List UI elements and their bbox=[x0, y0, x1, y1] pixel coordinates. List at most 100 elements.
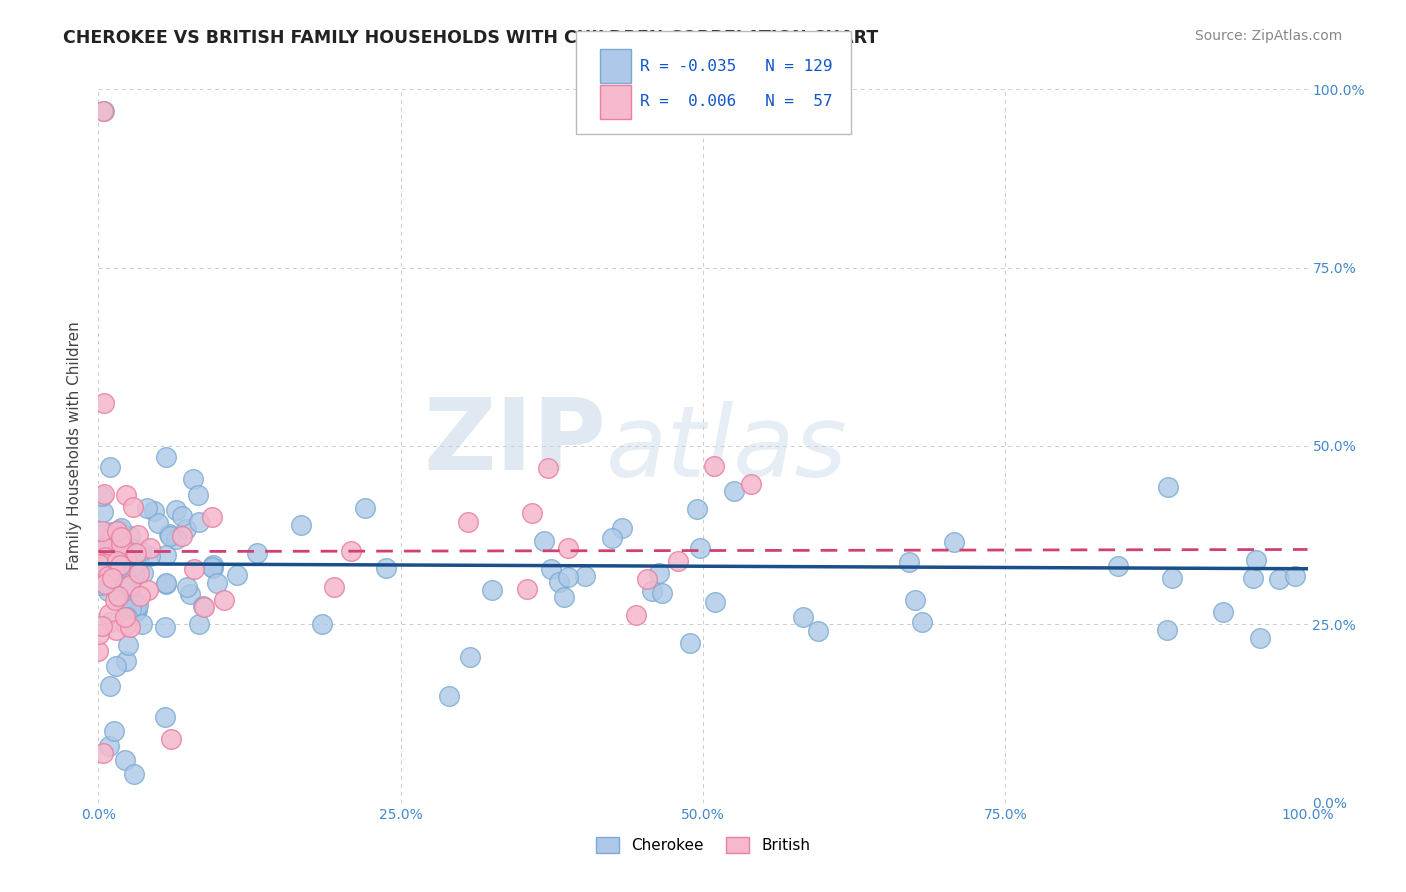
Point bbox=[114, 581, 136, 595]
Point bbox=[188, 616, 211, 631]
Point bbox=[323, 580, 346, 594]
Point bbox=[139, 549, 162, 563]
Point bbox=[89, 527, 111, 541]
Point bbox=[686, 501, 709, 516]
Point bbox=[290, 517, 312, 532]
Point bbox=[122, 767, 145, 781]
Point bbox=[91, 556, 114, 570]
Point bbox=[120, 602, 142, 616]
Point bbox=[689, 541, 711, 555]
Point bbox=[91, 746, 114, 760]
Point bbox=[246, 545, 269, 559]
Point bbox=[1157, 480, 1180, 494]
Point bbox=[94, 551, 117, 566]
Point bbox=[125, 546, 148, 560]
Text: R =  0.006   N =  57: R = 0.006 N = 57 bbox=[640, 95, 832, 109]
Point bbox=[93, 486, 115, 500]
Point bbox=[90, 618, 112, 632]
Legend: Cherokee, British: Cherokee, British bbox=[589, 831, 817, 859]
Point bbox=[105, 623, 128, 637]
Point bbox=[115, 568, 138, 582]
Point bbox=[120, 541, 142, 555]
Point bbox=[93, 532, 115, 546]
Point bbox=[121, 570, 143, 584]
Point bbox=[155, 549, 177, 563]
Point bbox=[110, 531, 132, 545]
Point bbox=[87, 644, 110, 658]
Point bbox=[547, 575, 569, 590]
Point bbox=[704, 595, 727, 609]
Point bbox=[1241, 571, 1264, 585]
Point bbox=[94, 541, 117, 555]
Point bbox=[105, 553, 128, 567]
Point bbox=[87, 558, 110, 572]
Point bbox=[640, 584, 662, 599]
Point bbox=[120, 578, 142, 592]
Point bbox=[118, 529, 141, 543]
Point bbox=[118, 620, 141, 634]
Point bbox=[159, 529, 181, 543]
Point bbox=[553, 591, 575, 605]
Point bbox=[125, 595, 148, 609]
Point bbox=[225, 568, 247, 582]
Point bbox=[105, 658, 128, 673]
Point bbox=[160, 731, 183, 746]
Point bbox=[90, 578, 112, 592]
Point bbox=[112, 566, 135, 581]
Point bbox=[128, 589, 150, 603]
Point bbox=[153, 710, 176, 724]
Point bbox=[124, 605, 146, 619]
Point bbox=[942, 535, 965, 549]
Point bbox=[117, 638, 139, 652]
Point bbox=[114, 618, 136, 632]
Text: R = -0.035   N = 129: R = -0.035 N = 129 bbox=[640, 59, 832, 73]
Point bbox=[193, 599, 215, 614]
Point bbox=[157, 527, 180, 541]
Point bbox=[183, 562, 205, 576]
Point bbox=[1107, 558, 1129, 573]
Point bbox=[89, 574, 111, 589]
Point bbox=[678, 636, 700, 650]
Point bbox=[201, 558, 224, 573]
Point bbox=[115, 488, 138, 502]
Point bbox=[516, 582, 538, 597]
Point bbox=[93, 556, 115, 570]
Point bbox=[136, 583, 159, 598]
Point bbox=[557, 570, 579, 584]
Point bbox=[98, 679, 121, 693]
Text: CHEROKEE VS BRITISH FAMILY HOUSEHOLDS WITH CHILDREN CORRELATION CHART: CHEROKEE VS BRITISH FAMILY HOUSEHOLDS WI… bbox=[63, 29, 879, 46]
Point bbox=[122, 567, 145, 582]
Y-axis label: Family Households with Children: Family Households with Children bbox=[67, 322, 83, 570]
Point bbox=[114, 753, 136, 767]
Point bbox=[537, 461, 560, 475]
Point bbox=[110, 520, 132, 534]
Point bbox=[176, 580, 198, 594]
Point bbox=[439, 689, 461, 703]
Point bbox=[91, 505, 114, 519]
Point bbox=[1161, 571, 1184, 585]
Point bbox=[128, 554, 150, 568]
Point bbox=[533, 533, 555, 548]
Point bbox=[155, 576, 177, 591]
Point bbox=[107, 589, 129, 603]
Point bbox=[179, 587, 201, 601]
Point bbox=[112, 591, 135, 606]
Point bbox=[540, 562, 562, 576]
Point bbox=[104, 593, 127, 607]
Point bbox=[105, 524, 128, 538]
Point bbox=[205, 575, 228, 590]
Point bbox=[93, 538, 115, 552]
Point bbox=[904, 592, 927, 607]
Point bbox=[723, 483, 745, 498]
Point bbox=[131, 543, 153, 558]
Point bbox=[94, 577, 117, 591]
Point bbox=[104, 535, 127, 549]
Point bbox=[108, 558, 131, 573]
Point bbox=[94, 558, 117, 572]
Point bbox=[122, 500, 145, 514]
Point bbox=[136, 500, 159, 515]
Point bbox=[114, 610, 136, 624]
Point bbox=[557, 541, 579, 556]
Point bbox=[666, 553, 689, 567]
Text: ZIP: ZIP bbox=[423, 394, 606, 491]
